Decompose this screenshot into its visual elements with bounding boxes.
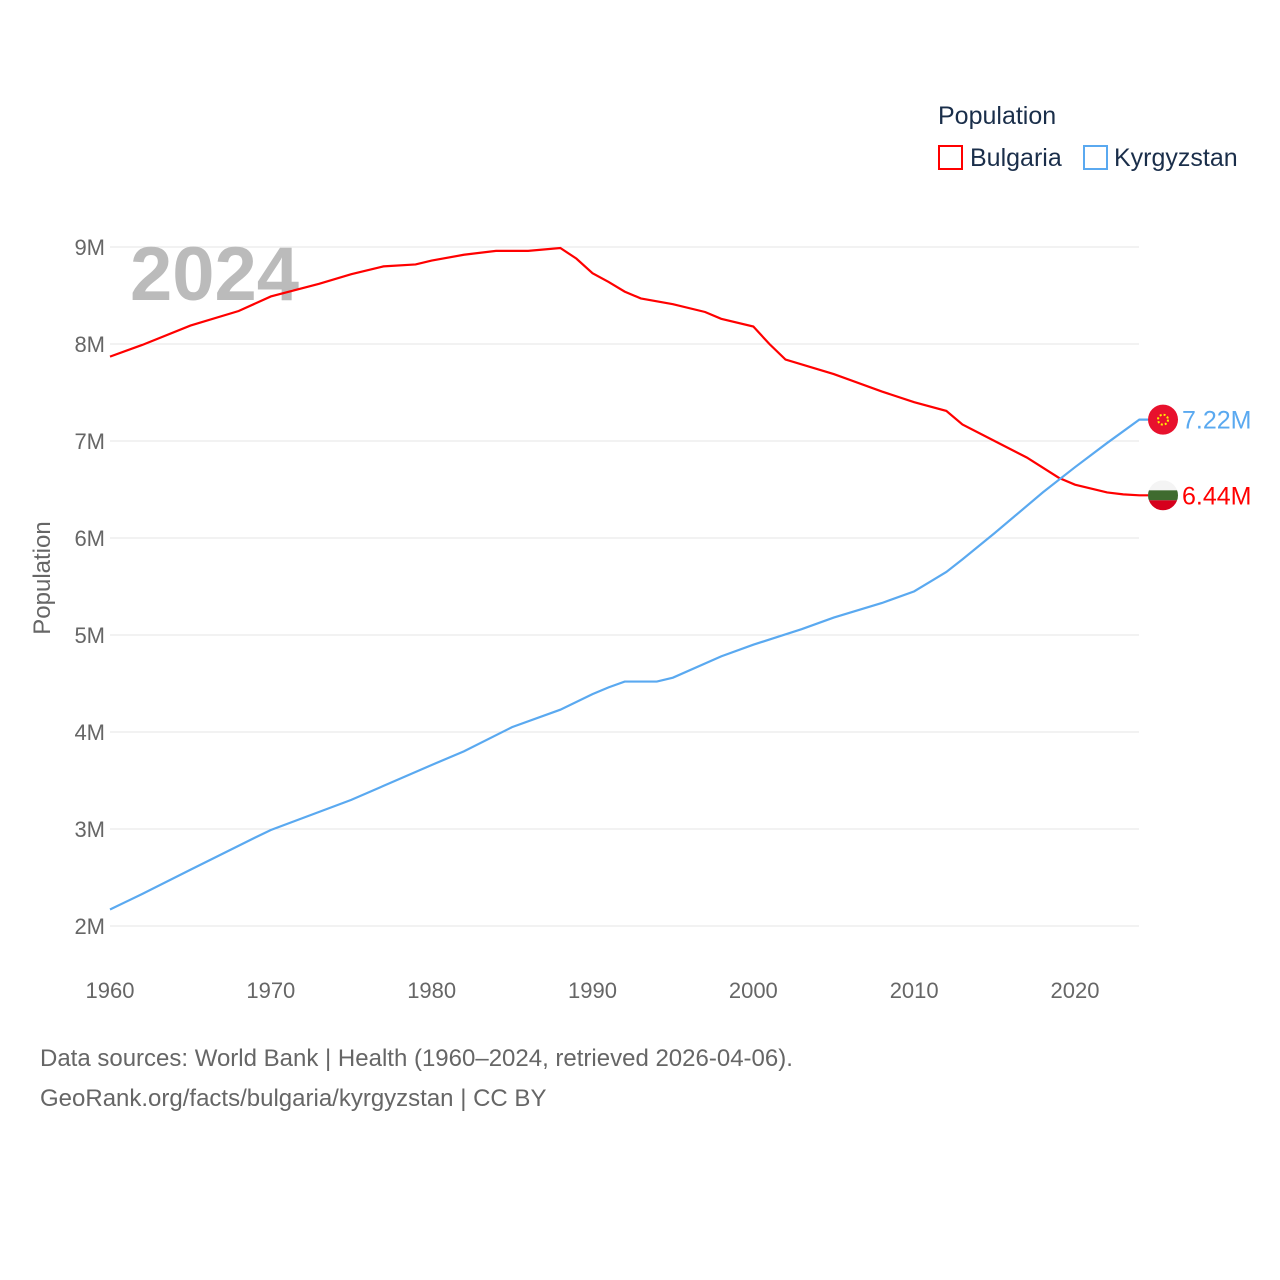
y-tick-label: 9M — [74, 235, 105, 260]
y-tick-label: 7M — [74, 429, 105, 454]
y-tick-label: 3M — [74, 817, 105, 842]
y-tick-label: 4M — [74, 720, 105, 745]
footer-source: Data sources: World Bank | Health (1960–… — [40, 1045, 793, 1072]
x-tick-label: 1970 — [246, 978, 295, 1003]
x-tick-label: 1980 — [407, 978, 456, 1003]
end-value-bulgaria: 6.44M — [1182, 482, 1251, 510]
series-lines — [109, 246, 1148, 911]
legend-swatch-bulgaria — [938, 145, 963, 170]
x-tick-label: 2010 — [890, 978, 939, 1003]
footer-link[interactable]: GeoRank.org/facts/bulgaria/kyrgyzstan | … — [40, 1085, 547, 1112]
legend-title: Population — [938, 102, 1056, 130]
end-value-kyrgyzstan: 7.22M — [1182, 407, 1251, 435]
gridlines — [110, 246, 1139, 927]
x-tick-label: 2000 — [729, 978, 778, 1003]
y-axis-ticks: 2M 3M 4M 5M 6M 7M 8M 9M — [74, 235, 105, 939]
bulgaria-flag-icon — [1148, 480, 1178, 511]
legend-item-bulgaria[interactable]: Bulgaria — [938, 144, 1062, 172]
year-watermark: 2024 — [130, 232, 299, 317]
kyrgyzstan-flag-icon — [1148, 404, 1178, 435]
x-tick-label: 2020 — [1051, 978, 1100, 1003]
series-line-kyrgyzstan — [109, 418, 1148, 911]
x-axis-ticks: 1960 1970 1980 1990 2000 2010 2020 — [86, 978, 1100, 1003]
sun-icon — [1157, 413, 1169, 426]
x-tick-label: 1960 — [86, 978, 135, 1003]
y-axis-label: Population — [29, 521, 56, 634]
legend-item-kyrgyzstan[interactable]: Kyrgyzstan — [1083, 144, 1238, 172]
legend-label-kyrgyzstan: Kyrgyzstan — [1114, 144, 1238, 172]
series-line-bulgaria — [109, 246, 1148, 497]
legend-swatch-kyrgyzstan — [1083, 145, 1108, 170]
legend-label-bulgaria: Bulgaria — [970, 144, 1062, 172]
y-tick-label: 6M — [74, 526, 105, 551]
x-tick-label: 1990 — [568, 978, 617, 1003]
y-tick-label: 2M — [74, 914, 105, 939]
y-tick-label: 8M — [74, 332, 105, 357]
end-labels: 6.44M 7.22M — [1148, 404, 1251, 511]
y-tick-label: 5M — [74, 623, 105, 648]
